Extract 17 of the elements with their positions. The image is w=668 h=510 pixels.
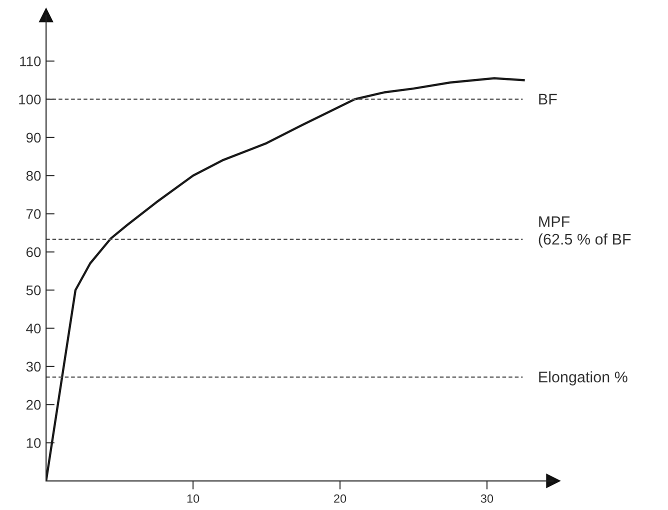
- x-tick-label: 30: [480, 494, 494, 503]
- y-tick-label: 10: [26, 438, 41, 448]
- x-tick-label: 10: [187, 494, 200, 503]
- y-tick-label: 100: [19, 94, 41, 104]
- y-tick-label: 30: [26, 362, 41, 372]
- ref-line-label: BF: [539, 94, 557, 104]
- y-tick-label: 40: [26, 324, 41, 334]
- ref-line-label: MPF (62.5 % of BF: [538, 216, 631, 248]
- y-tick-label: 90: [26, 132, 41, 143]
- y-tick-label: 110: [20, 56, 41, 66]
- ref-line-label: Elongation %: [539, 371, 628, 386]
- x-tick-label: 20: [334, 494, 346, 503]
- y-tick-label: 80: [26, 170, 41, 181]
- y-tick-label: 50: [26, 285, 41, 296]
- y-tick-label: 20: [26, 400, 41, 410]
- y-tick-label: 60: [26, 247, 41, 258]
- y-tick-label: 70: [26, 209, 41, 219]
